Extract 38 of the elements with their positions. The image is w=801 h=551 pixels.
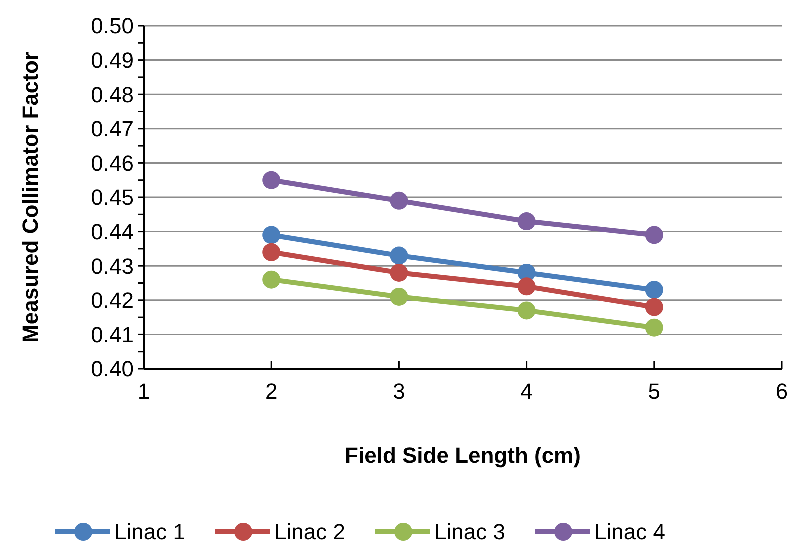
x-tick-label: 3 (393, 379, 406, 404)
y-tick-label: 0.45 (91, 185, 134, 210)
point (518, 212, 536, 231)
point (390, 192, 408, 210)
y-tick-label: 0.41 (91, 322, 134, 348)
point (262, 270, 281, 289)
y-axis-title: Measured Collimator Factor (18, 52, 43, 343)
legend-label: Linac 1 (114, 520, 186, 545)
y-tick-label: 0.44 (91, 220, 134, 244)
point (645, 226, 664, 244)
point (262, 226, 281, 244)
legend-label: Linac 3 (434, 520, 506, 545)
point (262, 171, 281, 190)
x-tick-label: 2 (265, 379, 278, 404)
x-tick-label: 6 (776, 379, 788, 404)
point (645, 318, 664, 337)
y-tick-label: 0.47 (91, 116, 134, 142)
y-tick-label: 0.50 (91, 14, 134, 39)
point (518, 278, 536, 296)
point (262, 243, 281, 262)
y-tick-label: 0.40 (91, 356, 134, 382)
x-axis-title: Field Side Length (cm) (345, 443, 581, 468)
point (645, 281, 664, 300)
point (390, 264, 408, 282)
point (518, 302, 536, 320)
legend-label: Linac 4 (594, 520, 666, 545)
x-tick-label: 4 (520, 379, 533, 404)
x-tick-label: 1 (138, 379, 150, 404)
y-tick-label: 0.43 (91, 254, 134, 279)
y-tick-label: 0.48 (91, 82, 134, 108)
y-tick-label: 0.46 (91, 150, 134, 176)
x-tick-label: 5 (648, 379, 661, 404)
legend-label: Linac 2 (274, 520, 346, 545)
point (645, 298, 664, 316)
point (390, 246, 408, 265)
y-tick-label: 0.42 (91, 288, 134, 314)
y-tick-label: 0.49 (91, 48, 134, 73)
point (390, 288, 408, 306)
